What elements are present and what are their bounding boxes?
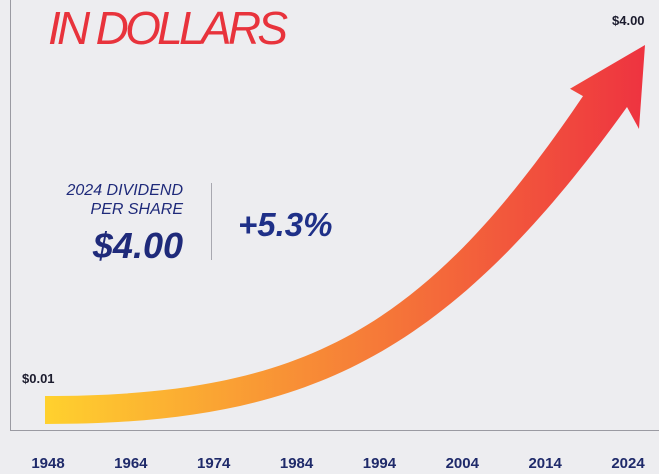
x-tick-label: 2004 (446, 455, 480, 472)
callout-line: PER SHARE (91, 201, 184, 218)
x-tick-label: 1984 (280, 455, 314, 472)
callout-amount: $4.00 (92, 225, 183, 266)
x-tick-label: 2014 (528, 455, 562, 472)
x-tick-label: 2024 (611, 455, 645, 472)
chart-title: IN DOLLARS (48, 2, 288, 54)
callout-line: 2024 DIVIDEND (66, 182, 184, 199)
x-tick-label: 1948 (31, 455, 64, 472)
growth-arrow (45, 45, 645, 424)
x-tick-label: 1994 (363, 455, 397, 472)
value-label: $0.01 (22, 371, 55, 386)
callout-change: +5.3% (238, 206, 333, 243)
x-tick-label: 1974 (197, 455, 231, 472)
x-tick-label: 1964 (114, 455, 148, 472)
value-label: $4.00 (612, 13, 645, 28)
